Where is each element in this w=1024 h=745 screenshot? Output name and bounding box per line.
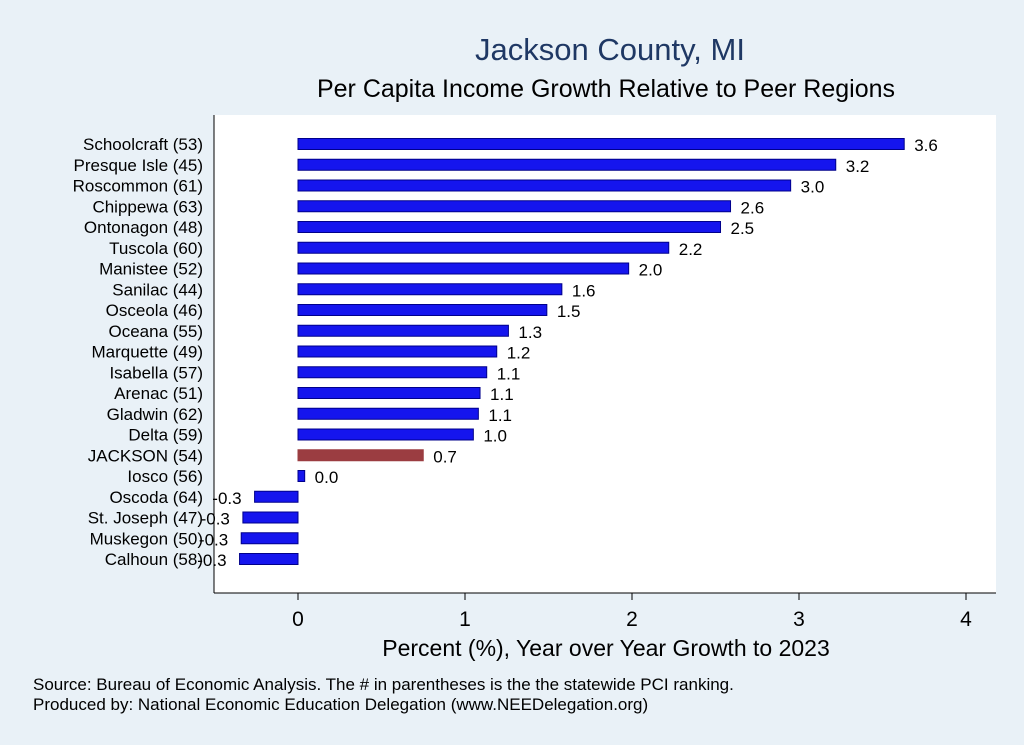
bar-calhoun-58 (239, 553, 299, 565)
bar-osceola-46 (297, 304, 548, 316)
value-labels-group: 3.63.23.02.62.52.22.01.61.51.31.21.11.11… (197, 136, 938, 570)
bar-ontonagon-48 (297, 221, 722, 233)
category-label-marquette-49: Marquette (49) (92, 343, 204, 362)
bar-iosco-56 (297, 470, 306, 482)
value-label-isabella-57: 1.1 (497, 364, 521, 383)
bar-jackson-54 (297, 449, 424, 462)
category-label-st-joseph-47: St. Joseph (47) (88, 509, 203, 528)
category-label-gladwin-62: Gladwin (62) (107, 405, 203, 424)
x-tick-label-2: 2 (626, 608, 638, 631)
value-label-iosco-56: 0.0 (315, 468, 339, 487)
bar-isabella-57 (297, 366, 488, 379)
value-label-chippewa-63: 2.6 (741, 198, 765, 217)
value-label-ontonagon-48: 2.5 (731, 219, 755, 238)
source-note: Source: Bureau of Economic Analysis. The… (33, 675, 734, 694)
value-label-osceola-46: 1.5 (557, 302, 581, 321)
category-label-sanilac-44: Sanilac (44) (112, 280, 203, 299)
bar-st-joseph-47 (242, 511, 299, 524)
chart-title: Jackson County, MI (475, 32, 745, 67)
value-label-schoolcraft-53: 3.6 (914, 136, 938, 155)
category-label-calhoun-58: Calhoun (58) (105, 550, 203, 569)
category-label-delta-59: Delta (59) (128, 426, 203, 445)
bar-delta-59 (297, 428, 474, 441)
category-label-schoolcraft-53: Schoolcraft (53) (83, 135, 203, 154)
value-label-delta-59: 1.0 (483, 427, 507, 446)
bar-sanilac-44 (297, 283, 563, 296)
value-label-roscommon-61: 3.0 (801, 178, 825, 197)
bar-oscoda-64 (254, 490, 299, 503)
value-label-st-joseph-47: -0.3 (201, 510, 230, 529)
x-tick-label-0: 0 (292, 608, 304, 631)
category-labels-group: Schoolcraft (53) Presque Isle (45) Roscomm… (73, 135, 203, 569)
bar-arenac-51 (297, 387, 481, 399)
value-label-jackson-54: 0.7 (433, 447, 457, 466)
category-label-oceana-55: Oceana (55) (109, 322, 204, 341)
value-label-gladwin-62: 1.1 (488, 406, 512, 425)
category-label-chippewa-63: Chippewa (63) (92, 197, 203, 216)
x-tick-label-3: 3 (793, 608, 805, 631)
bar-roscommon-61 (297, 179, 792, 192)
value-label-oscoda-64: -0.3 (212, 489, 241, 508)
category-label-iosco-56: Iosco (56) (127, 467, 203, 486)
value-label-presque-isle-45: 3.2 (846, 157, 870, 176)
bar-presque-isle-45 (297, 158, 837, 171)
category-label-isabella-57: Isabella (57) (109, 363, 203, 382)
producer-note: Produced by: National Economic Education… (33, 695, 648, 714)
chart-subtitle: Per Capita Income Growth Relative to Pee… (317, 75, 895, 103)
category-label-muskegon-50: Muskegon (50) (90, 529, 203, 548)
value-label-arenac-51: 1.1 (490, 385, 514, 404)
category-label-arenac-51: Arenac (51) (114, 384, 203, 403)
category-label-osceola-46: Osceola (46) (106, 301, 203, 320)
bars-group (239, 138, 905, 565)
value-label-oceana-55: 1.3 (518, 323, 542, 342)
value-label-muskegon-50: -0.3 (199, 530, 228, 549)
category-label-oscoda-64: Oscoda (64) (109, 488, 203, 507)
category-label-presque-isle-45: Presque Isle (45) (74, 156, 203, 175)
category-label-ontonagon-48: Ontonagon (48) (84, 218, 203, 237)
x-tick-label-4: 4 (960, 608, 972, 631)
category-label-roscommon-61: Roscommon (61) (73, 177, 203, 196)
value-label-marquette-49: 1.2 (507, 344, 531, 363)
value-label-calhoun-58: -0.3 (197, 551, 226, 570)
bar-gladwin-62 (297, 407, 479, 420)
bar-manistee-52 (297, 262, 630, 275)
bar-oceana-55 (297, 324, 509, 337)
bar-tuscola-60 (297, 241, 670, 254)
category-label-jackson-54: JACKSON (54) (88, 446, 203, 465)
bar-chippewa-63 (297, 200, 732, 213)
value-label-tuscola-60: 2.2 (679, 240, 703, 259)
bar-schoolcraft-53 (297, 138, 905, 150)
x-tick-label-1: 1 (459, 608, 471, 631)
x-axis-label: Percent (%), Year over Year Growth to 20… (382, 635, 830, 661)
value-label-sanilac-44: 1.6 (572, 281, 596, 300)
value-label-manistee-52: 2.0 (639, 261, 663, 280)
category-label-tuscola-60: Tuscola (60) (109, 239, 203, 258)
x-ticks-group: 0 1 2 3 4 (292, 593, 972, 631)
bar-marquette-49 (297, 345, 498, 358)
category-label-manistee-52: Manistee (52) (99, 260, 203, 279)
bar-muskegon-50 (240, 532, 299, 545)
